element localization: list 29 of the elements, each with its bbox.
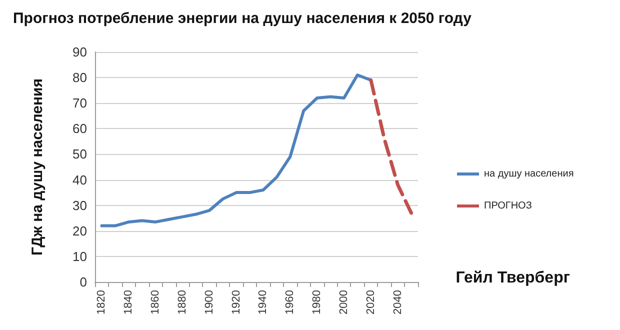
y-tick-label: 60 [72,121,87,136]
x-tick-label: 1940 [257,290,270,314]
y-tick-label: 10 [72,248,87,264]
y-tick-label: 0 [80,274,87,290]
line-series [100,74,372,228]
x-tick-label: 1980 [311,290,324,314]
x-tick-label: 2000 [338,290,350,314]
x-tick-label: 1820 [96,290,108,314]
y-tick-label: 30 [72,198,87,213]
x-tick-label: 1860 [150,290,162,314]
x-tick-label: 1880 [176,290,188,314]
chart-title: Прогноз потребление энергии на душу населения к 2050 году [13,10,472,27]
x-tick-label: 1960 [284,290,296,314]
y-tick-label: 70 [72,96,87,111]
legend-label: ПРОГНОЗ [484,200,532,212]
line-series [369,78,414,215]
y-tick-label: 40 [72,172,87,188]
legend-label: на душу населения [484,168,574,180]
x-tick-label: 2040 [392,290,404,314]
text: Гейл Тверберг [456,270,570,286]
x-tick-label: 1920 [230,290,242,314]
y-tick-label: 20 [72,223,87,238]
y-tick-label: 50 [72,146,87,162]
y-tick-label: 90 [72,44,87,60]
x-tick-label: 1840 [122,290,135,314]
y-axis-title: ГДж на душу населения [29,78,46,256]
y-tick-label: 80 [72,70,87,86]
x-tick-label: 1900 [203,290,216,314]
x-tick-label: 2020 [364,290,377,314]
